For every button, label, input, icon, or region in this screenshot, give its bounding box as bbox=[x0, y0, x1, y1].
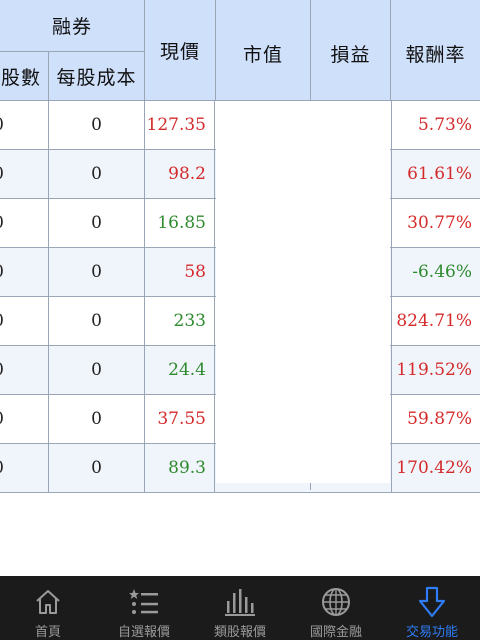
header-pnl: 損益 bbox=[311, 0, 391, 101]
header-group-short: 融券 bbox=[0, 0, 145, 52]
shares-cell: 0 bbox=[0, 297, 49, 345]
tab-label: 類股報價 bbox=[213, 625, 266, 640]
market-value-pnl-blank-area bbox=[216, 101, 390, 483]
column-divider bbox=[310, 483, 311, 490]
home-icon bbox=[33, 586, 63, 618]
avg-cost-cell: 0 bbox=[49, 150, 145, 198]
return-cell: 119.52% bbox=[391, 346, 480, 394]
price-cell: 233 bbox=[145, 297, 215, 345]
header-avg-cost: 每股成本 bbox=[49, 52, 145, 101]
avg-cost-cell: 0 bbox=[49, 199, 145, 247]
price-cell: 98.2 bbox=[145, 150, 215, 198]
tab-label: 自選報價 bbox=[117, 625, 170, 640]
price-cell: 24.4 bbox=[145, 346, 215, 394]
tab-trading[interactable]: 交易功能 bbox=[384, 576, 480, 640]
tab-watchlist[interactable]: 自選報價 bbox=[96, 576, 192, 640]
table-row[interactable]: 0 0 98.2 61.61% bbox=[0, 150, 480, 199]
return-cell: -6.46% bbox=[391, 248, 480, 296]
price-cell: 16.85 bbox=[145, 199, 215, 247]
avg-cost-cell: 0 bbox=[49, 444, 145, 492]
shares-cell: 0 bbox=[0, 150, 49, 198]
header-shares: 股數 bbox=[0, 52, 49, 101]
tab-sector-quotes[interactable]: 類股報價 bbox=[192, 576, 288, 640]
shares-cell: 0 bbox=[0, 346, 49, 394]
price-cell: 58 bbox=[145, 248, 215, 296]
return-cell: 170.42% bbox=[391, 444, 480, 492]
tab-label: 國際金融 bbox=[309, 625, 362, 640]
shares-cell: 0 bbox=[0, 101, 49, 149]
avg-cost-cell: 0 bbox=[49, 248, 145, 296]
return-cell: 5.73% bbox=[391, 101, 480, 149]
shares-cell: 0 bbox=[0, 444, 49, 492]
price-cell: 89.3 bbox=[145, 444, 215, 492]
shares-cell: 0 bbox=[0, 395, 49, 443]
globe-icon bbox=[320, 586, 352, 618]
price-cell: 37.55 bbox=[145, 395, 215, 443]
return-cell: 824.71% bbox=[391, 297, 480, 345]
tab-home[interactable]: 首頁 bbox=[0, 576, 96, 640]
tab-label: 交易功能 bbox=[405, 625, 458, 640]
avg-cost-cell: 0 bbox=[49, 101, 145, 149]
avg-cost-cell: 0 bbox=[49, 297, 145, 345]
return-cell: 59.87% bbox=[391, 395, 480, 443]
watchlist-icon bbox=[128, 586, 160, 618]
shares-cell: 0 bbox=[0, 199, 49, 247]
header-market-value: 市值 bbox=[216, 0, 311, 101]
tab-label: 首頁 bbox=[34, 625, 61, 640]
bottom-tab-bar: 首頁 自選報價 類股報價 國際金融 交易功能 bbox=[0, 576, 480, 640]
price-cell: 127.35 bbox=[145, 101, 215, 149]
return-cell: 61.61% bbox=[391, 150, 480, 198]
bar-chart-icon bbox=[224, 586, 256, 618]
holdings-table: 融券 股數 每股成本 現價 市值 損益 報酬率 0 0 127.35 5.73%… bbox=[0, 0, 480, 493]
avg-cost-cell: 0 bbox=[49, 395, 145, 443]
shares-cell: 0 bbox=[0, 248, 49, 296]
header-price: 現價 bbox=[145, 0, 216, 101]
down-arrow-icon bbox=[417, 586, 447, 618]
tab-international-finance[interactable]: 國際金融 bbox=[288, 576, 384, 640]
header-return: 報酬率 bbox=[391, 0, 480, 101]
return-cell: 30.77% bbox=[391, 199, 480, 247]
avg-cost-cell: 0 bbox=[49, 346, 145, 394]
